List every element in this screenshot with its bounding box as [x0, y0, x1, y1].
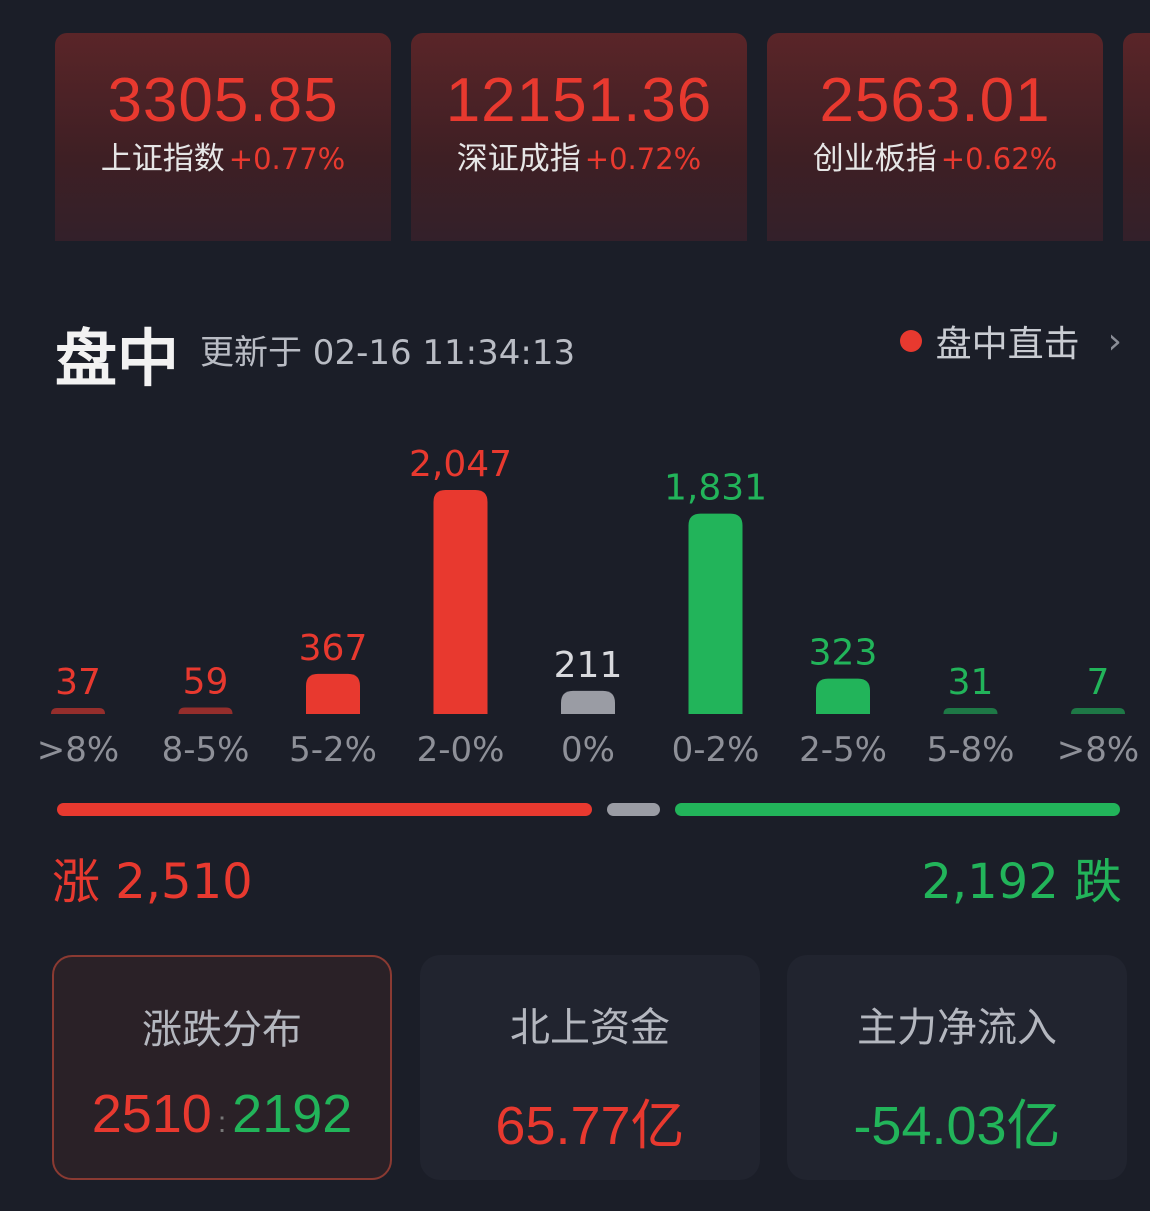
bar-1 — [178, 707, 233, 714]
chevron-right-icon: › — [1107, 320, 1122, 362]
section-title: 盘中 — [55, 322, 180, 395]
card-title: 涨跌分布 — [142, 1007, 302, 1053]
index-card-chinext[interactable]: 2563.01 创业板指 +0.62% — [767, 33, 1103, 241]
live-dot-icon — [899, 330, 922, 352]
category-label: >8% — [37, 730, 119, 770]
index-change: +0.62% — [940, 142, 1058, 176]
index-value: 2563.01 — [819, 66, 1051, 135]
index-change: +0.77% — [228, 142, 346, 176]
category-label: 0-2% — [672, 730, 760, 770]
bar-6 — [816, 678, 870, 714]
category-label: 2-0% — [417, 730, 505, 770]
down-ratio-bar — [675, 803, 1120, 816]
update-time: 更新于 02-16 11:34:13 — [200, 333, 576, 373]
index-change: +0.72% — [584, 142, 702, 176]
card-value: -54.03亿 — [853, 1096, 1061, 1156]
category-label: >8% — [1057, 730, 1139, 770]
value-label: 367 — [299, 628, 368, 669]
up-ratio-bar — [57, 803, 592, 816]
card-down: 2192 — [232, 1084, 353, 1144]
live-label: 盘中直击 — [935, 324, 1080, 365]
index-name: 上证指数 — [100, 141, 225, 177]
live-link[interactable]: 盘中直击 › — [899, 315, 1122, 367]
index-value: 3305.85 — [107, 66, 339, 135]
category-label: 0% — [561, 730, 615, 770]
index-name: 深证成指 — [456, 141, 581, 177]
card-main-inflow[interactable]: 主力净流入 -54.03亿 — [787, 955, 1127, 1180]
card-up: 2510 — [91, 1084, 212, 1144]
bar-3 — [433, 490, 488, 714]
card-northbound[interactable]: 北上资金 65.77亿 — [420, 955, 760, 1180]
distribution-chart: 37 >8% 59 8-5% 367 5-2% 2,047 2-0% 211 0% 1,831 0-2… — [37, 444, 1139, 770]
flat-ratio-bar — [607, 803, 660, 816]
bar-2 — [306, 673, 360, 714]
down-count: 2,192 跌 — [921, 854, 1122, 910]
value-label: 2,047 — [409, 444, 512, 485]
value-label: 323 — [809, 633, 878, 674]
card-sep: : — [217, 1106, 227, 1139]
value-label: 37 — [55, 662, 101, 703]
bar-0 — [51, 708, 105, 714]
value-label: 31 — [948, 662, 994, 703]
index-card-szse[interactable]: 12151.36 深证成指 +0.72% — [411, 33, 747, 241]
category-label: 5-8% — [927, 730, 1015, 770]
category-label: 2-5% — [799, 730, 887, 770]
card-value: 65.77亿 — [495, 1096, 685, 1156]
bar-7 — [943, 708, 998, 714]
index-name: 创业板指 — [812, 141, 937, 177]
card-title: 北上资金 — [510, 1005, 670, 1051]
value-label: 59 — [183, 662, 229, 703]
category-label: 5-2% — [289, 730, 377, 770]
category-label: 8-5% — [162, 730, 250, 770]
value-label: 1,831 — [664, 468, 767, 509]
bar-4 — [561, 690, 615, 714]
card-title: 主力净流入 — [857, 1005, 1057, 1051]
value-label: 7 — [1087, 662, 1110, 703]
up-count: 涨 2,510 — [52, 854, 253, 910]
bar-5 — [688, 513, 743, 714]
bar-8 — [1071, 708, 1125, 714]
card-distribution[interactable]: 涨跌分布 2510:2192 — [52, 955, 392, 1180]
value-label: 211 — [554, 645, 623, 686]
index-card-sse[interactable]: 3305.85 上证指数 +0.77% — [55, 33, 391, 241]
index-value: 12151.36 — [445, 66, 713, 135]
index-card-partial[interactable] — [1123, 33, 1150, 241]
